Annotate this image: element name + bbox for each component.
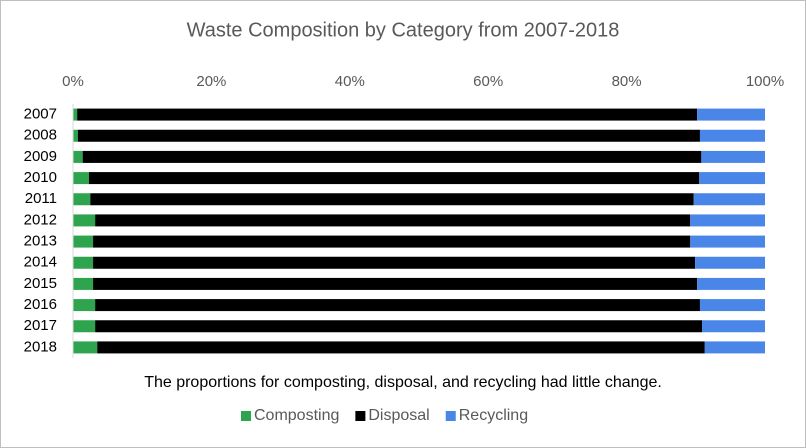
bar-segment [690, 214, 765, 227]
y-tick-label: 2018 [24, 338, 57, 355]
bar-segment [701, 150, 765, 163]
bar-segment [73, 214, 96, 227]
bar-segment [73, 235, 94, 248]
annotation: The proportions for composting, disposal… [144, 374, 662, 391]
bar-segment [73, 150, 83, 163]
bar-segment [93, 256, 696, 269]
bar-segment [73, 108, 78, 121]
bar-segment [82, 150, 702, 163]
bar-segment [73, 193, 91, 206]
bar-segment [699, 129, 765, 142]
bar-segment [73, 277, 94, 290]
legend-swatch [445, 411, 456, 421]
bar-segment [73, 341, 98, 354]
bar-segment [73, 299, 96, 312]
y-tick-label: 2012 [24, 211, 57, 228]
y-tick-label: 2013 [24, 233, 57, 250]
y-tick-label: 2008 [24, 127, 57, 144]
bar-segment [88, 172, 700, 185]
legend-label: Composting [254, 407, 339, 424]
bar-segment [73, 320, 96, 333]
legend-swatch [241, 411, 251, 421]
bar-segment [702, 320, 765, 333]
y-tick-label: 2017 [24, 317, 57, 334]
bar-segment [704, 341, 765, 354]
bar-segment [95, 299, 700, 312]
y-tick-label: 2010 [24, 169, 57, 186]
bar-segment [693, 193, 765, 206]
bar-segment [697, 277, 765, 290]
x-tick-label: 20% [196, 73, 226, 90]
bar-segment [93, 235, 691, 248]
x-tick-label: 100% [746, 73, 784, 90]
bar-segment [97, 341, 705, 354]
x-tick-label: 60% [473, 73, 503, 90]
x-tick-label: 40% [335, 73, 365, 90]
bar-segment [699, 172, 765, 185]
x-tick-label: 80% [612, 73, 642, 90]
bar-segment [690, 235, 765, 248]
bar-segment [77, 108, 698, 121]
chart-title: Waste Composition by Category from 2007-… [187, 19, 620, 41]
bar-segment [73, 172, 89, 185]
bar-segment [90, 193, 694, 206]
bar-segment [77, 129, 700, 142]
y-tick-label: 2014 [24, 254, 57, 271]
legend-label: Recycling [459, 407, 528, 424]
bar-segment [93, 277, 698, 290]
bar-segment [95, 320, 703, 333]
bar-segment [73, 256, 94, 269]
y-tick-label: 2011 [25, 190, 57, 207]
y-tick-label: 2007 [24, 106, 57, 123]
bar-segment [699, 299, 765, 312]
legend-swatch [355, 411, 366, 421]
y-tick-label: 2009 [24, 148, 57, 165]
bar-segment [695, 256, 765, 269]
bar-segment [95, 214, 691, 227]
y-tick-label: 2016 [24, 296, 57, 313]
y-tick-label: 2015 [24, 275, 57, 292]
bar-segment [73, 129, 78, 142]
x-tick-label: 0% [62, 73, 84, 90]
bar-segment [697, 108, 765, 121]
legend-label: Disposal [368, 407, 429, 424]
